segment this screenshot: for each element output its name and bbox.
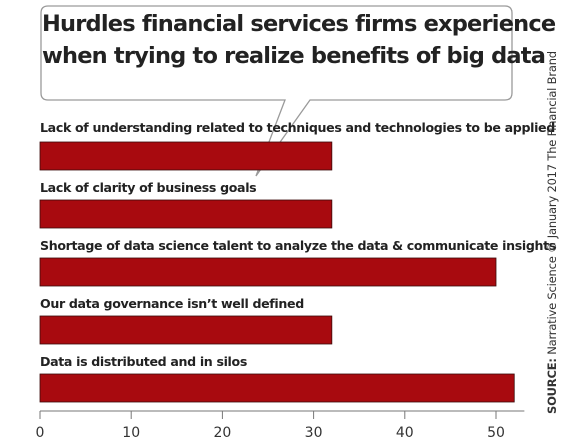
bar-5 xyxy=(39,373,515,403)
title-line-1: Hurdles financial services firms experie… xyxy=(42,11,556,37)
x-tick-label-0: 0 xyxy=(36,425,45,441)
bar-1 xyxy=(39,141,333,171)
title-speech-bubble xyxy=(40,5,513,177)
chart-title: Hurdles financial services firms experie… xyxy=(42,8,556,72)
x-tick-label-10: 10 xyxy=(122,425,140,441)
bar-3 xyxy=(39,257,497,287)
x-tick-label-50: 50 xyxy=(487,425,505,441)
bar-label-understanding: Lack of understanding related to techniq… xyxy=(40,120,555,135)
source-note: SOURCE: Narrative Science © January 2017… xyxy=(545,51,559,414)
bar-label-data-governance: Our data governance isn’t well defined xyxy=(40,296,304,311)
ticks-layer: 0 10 20 30 40 50 xyxy=(36,411,505,441)
bar-label-data-silos: Data is distributed and in silos xyxy=(40,354,247,369)
title-line-2: when trying to realize benefits of big d… xyxy=(42,43,546,69)
bar-label-business-goals: Lack of clarity of business goals xyxy=(40,180,257,195)
bar-4 xyxy=(39,315,333,345)
bar-label-talent-shortage: Shortage of data science talent to analy… xyxy=(40,238,556,253)
bar-2 xyxy=(39,199,333,229)
source-text: Narrative Science © January 2017 The Fin… xyxy=(545,51,559,355)
source-label: SOURCE: xyxy=(545,358,559,414)
x-tick-label-40: 40 xyxy=(396,425,414,441)
x-tick-label-20: 20 xyxy=(213,425,231,441)
x-tick-label-30: 30 xyxy=(305,425,323,441)
bars-layer xyxy=(39,141,515,403)
